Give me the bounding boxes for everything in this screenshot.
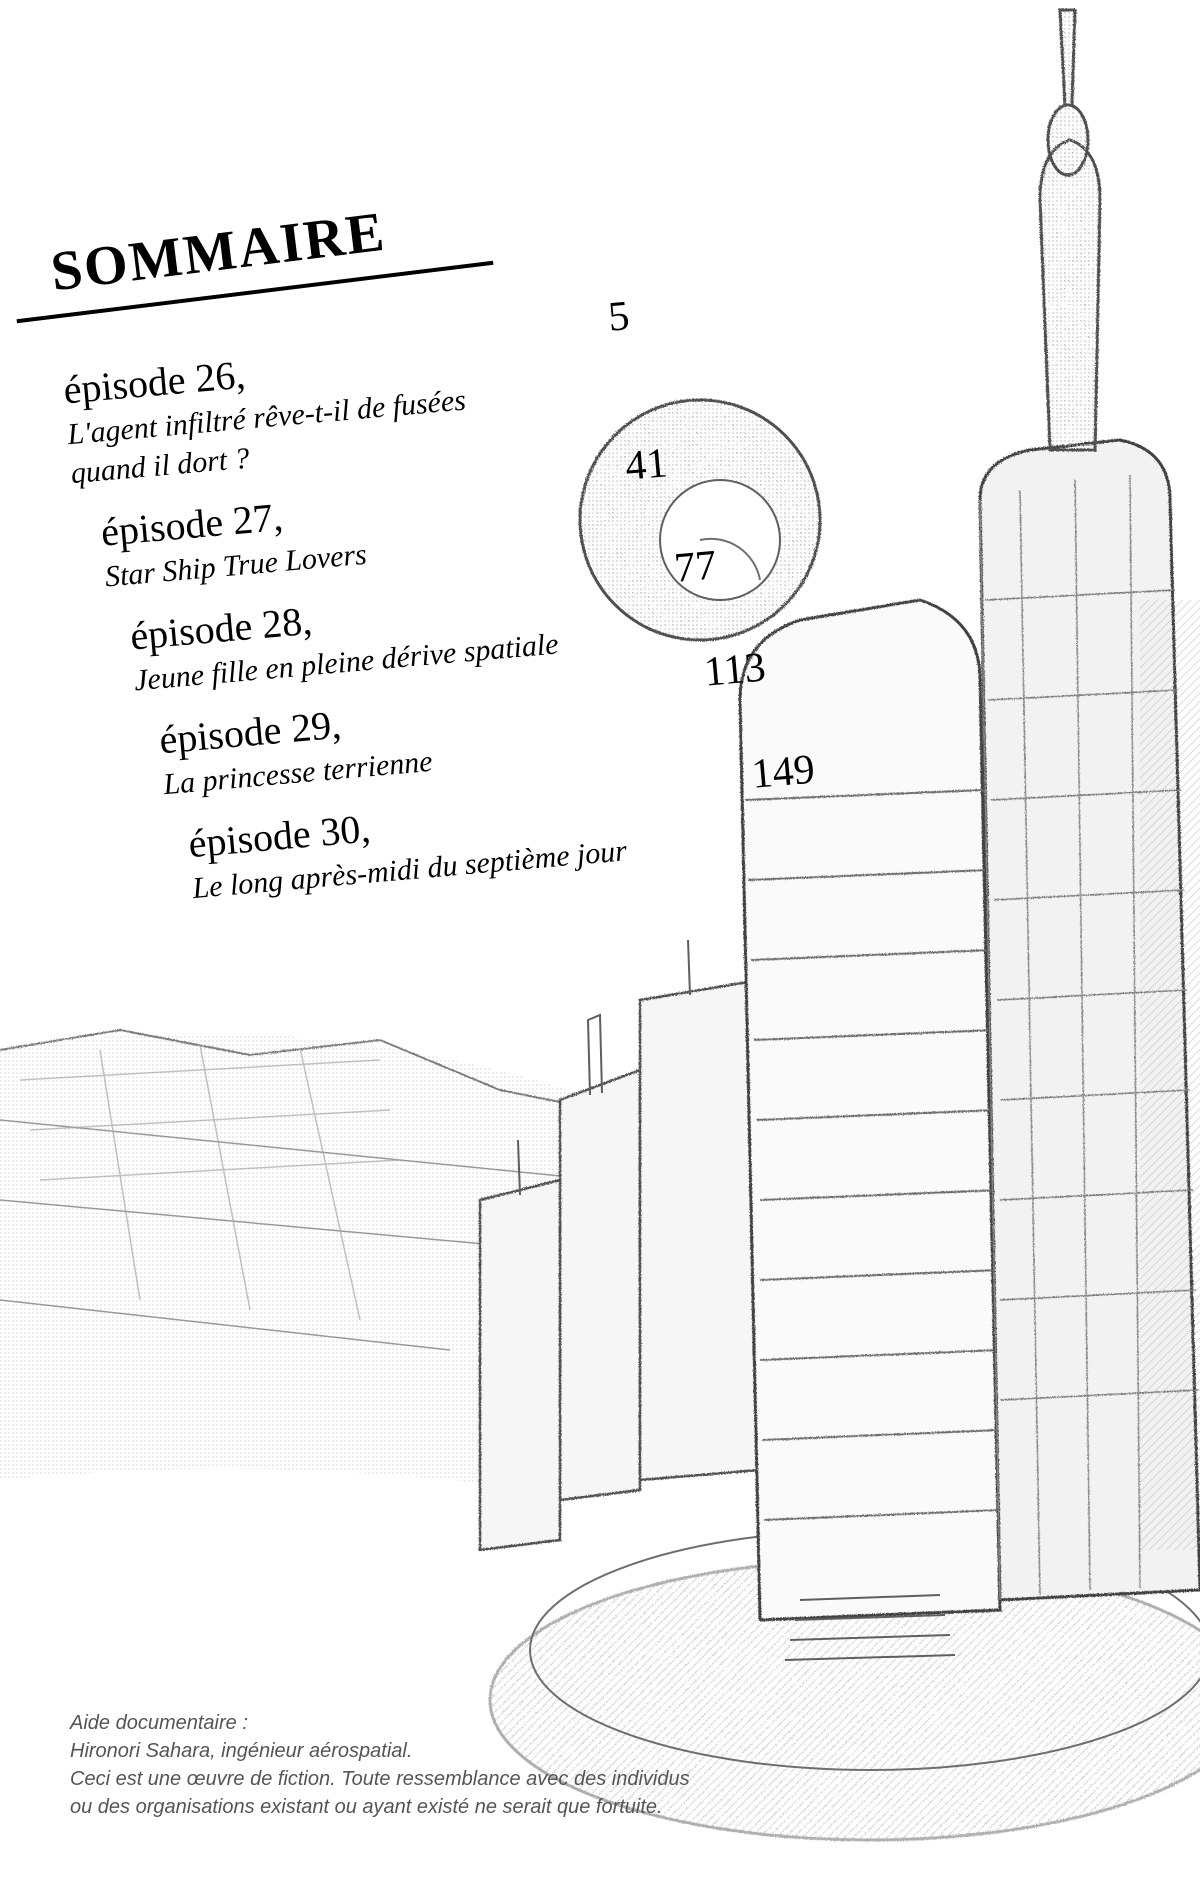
table-of-contents: 5 épisode 26, L'agent infiltré rêve-t-il… bbox=[62, 306, 809, 934]
page-number: 5 bbox=[606, 292, 631, 342]
page-title: SOMMAIRE bbox=[47, 200, 389, 305]
page-number: 41 bbox=[623, 439, 669, 490]
footer-credit: Hironori Sahara, ingénieur aérospatial. bbox=[70, 1737, 770, 1765]
footer-credits: Aide documentaire : Hironori Sahara, ing… bbox=[70, 1709, 770, 1821]
footer-disclaimer: Ceci est une œuvre de fiction. Toute res… bbox=[70, 1765, 770, 1821]
footer-label: Aide documentaire : bbox=[70, 1709, 770, 1737]
page-number: 113 bbox=[702, 643, 767, 696]
page-number: 77 bbox=[672, 541, 718, 592]
page-number: 149 bbox=[750, 746, 817, 799]
